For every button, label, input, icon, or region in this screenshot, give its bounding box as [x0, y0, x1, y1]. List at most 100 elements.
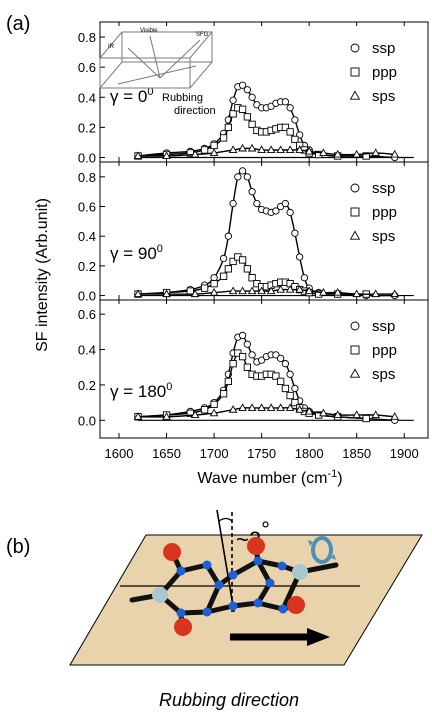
marker-circle — [350, 321, 360, 331]
marker-square — [362, 414, 370, 423]
gamma-label: γ = 1800 — [110, 381, 172, 401]
marker-square — [224, 265, 232, 273]
marker-square — [286, 128, 294, 136]
rubbing-direction-label: Rubbing direction — [159, 690, 299, 710]
marker-circle — [229, 199, 237, 208]
marker-square — [224, 123, 232, 132]
tilt-angle-arc — [218, 517, 233, 522]
markers-sps — [133, 285, 400, 298]
legend-label-ssp: ssp — [372, 180, 395, 197]
inset-rubbing-line — [117, 65, 197, 85]
y-tick-label: 0.8 — [78, 30, 96, 45]
marker-triangle — [352, 149, 361, 158]
inset-label-sfg: SFG — [196, 32, 209, 38]
substrate-plane — [69, 534, 423, 666]
marker-triangle — [209, 408, 219, 417]
marker-triangle — [238, 143, 247, 152]
marker-square — [243, 363, 252, 371]
marker-triangle — [371, 289, 381, 298]
x-axis-label-sup: -1 — [328, 468, 338, 480]
marker-square — [238, 105, 247, 113]
y-tick-label: 0.6 — [78, 200, 96, 215]
markers-sps — [133, 403, 400, 420]
legend-label-ppp: ppp — [372, 342, 397, 359]
gamma-label-sup: 0 — [157, 243, 163, 255]
end-atom-right — [292, 564, 308, 580]
oxygen-atom — [287, 596, 305, 614]
legend-label-ssp: ssp — [372, 318, 395, 335]
marker-triangle — [390, 412, 400, 420]
marker-triangle — [304, 406, 314, 415]
marker-square — [286, 391, 294, 400]
marker-triangle — [304, 286, 314, 295]
legend-label-sps: sps — [372, 366, 395, 383]
nitrogen-atoms — [176, 556, 288, 618]
marker-triangle — [257, 403, 266, 411]
marker-circle — [291, 229, 299, 237]
marker-square — [291, 135, 299, 144]
oxygen-atom — [247, 537, 265, 555]
marker-triangle — [285, 403, 295, 411]
marker-circle — [229, 96, 237, 104]
marker-square — [243, 265, 252, 273]
marker-circle — [248, 93, 256, 101]
y-axis-label: SF intensity (Arb.unit) — [34, 198, 51, 352]
marker-triangle — [390, 289, 400, 298]
marker-square — [350, 67, 360, 77]
marker-circle — [238, 167, 247, 175]
tilt-angle-degree: ° — [261, 517, 270, 542]
marker-triangle — [266, 286, 276, 295]
marker-square — [210, 280, 218, 288]
x-tick-label: 1900 — [390, 446, 419, 461]
marker-triangle — [276, 285, 285, 293]
legend-label-ppp: ppp — [372, 204, 397, 221]
marker-circle — [286, 370, 294, 378]
y-tick-label: 0.0 — [78, 413, 96, 428]
marker-square — [229, 360, 237, 368]
marker-circle — [238, 81, 247, 89]
marker-triangle — [190, 149, 200, 158]
marker-square — [186, 287, 194, 295]
marker-circle — [219, 254, 228, 263]
oxygen-atom — [174, 618, 192, 636]
marker-triangle — [390, 149, 400, 158]
marker-triangle — [285, 285, 295, 293]
marker-circle — [286, 208, 294, 217]
panel-gamma-0: 0.0 0.2 0.4 0.6 0.8 γ = 00 ssp ppp sps — [78, 21, 429, 165]
marker-square — [200, 146, 209, 154]
legend-label-ssp: ssp — [372, 40, 395, 57]
marker-triangle — [190, 289, 200, 298]
marker-square — [200, 284, 209, 292]
x-tick-label: 1650 — [152, 446, 181, 461]
marker-triangle — [247, 403, 257, 411]
marker-triangle — [349, 90, 361, 100]
marker-triangle — [371, 148, 381, 156]
inset-label-visible: Visible — [140, 28, 158, 34]
marker-triangle — [349, 368, 361, 378]
x-axis-label-end: ) — [337, 470, 342, 487]
marker-circle — [350, 43, 360, 53]
marker-triangle — [209, 287, 219, 296]
marker-circle — [300, 274, 309, 282]
marker-circle — [234, 173, 242, 181]
inset-label-ir: IR — [108, 44, 115, 50]
legend-label-sps: sps — [372, 88, 395, 105]
marker-circle — [253, 199, 261, 208]
rubbing-arrow-icon — [230, 628, 330, 646]
inset-beam — [127, 47, 161, 79]
marker-square — [210, 141, 218, 150]
panel-a-label: (a) — [6, 13, 30, 35]
marker-square — [243, 113, 252, 121]
gamma-label: γ = 900 — [110, 243, 163, 263]
marker-triangle — [228, 405, 238, 413]
marker-triangle — [352, 410, 361, 419]
normal-line — [216, 509, 235, 613]
y-tick-label: 0.6 — [78, 307, 96, 322]
gamma-label-sup: 0 — [147, 86, 153, 98]
marker-square — [229, 110, 237, 118]
x-tick-label: 1600 — [105, 446, 134, 461]
legend-label-ppp: ppp — [372, 64, 397, 81]
y-tick-label: 0.6 — [78, 60, 96, 75]
x-axis-label-main: Wave number (cm — [197, 470, 327, 487]
